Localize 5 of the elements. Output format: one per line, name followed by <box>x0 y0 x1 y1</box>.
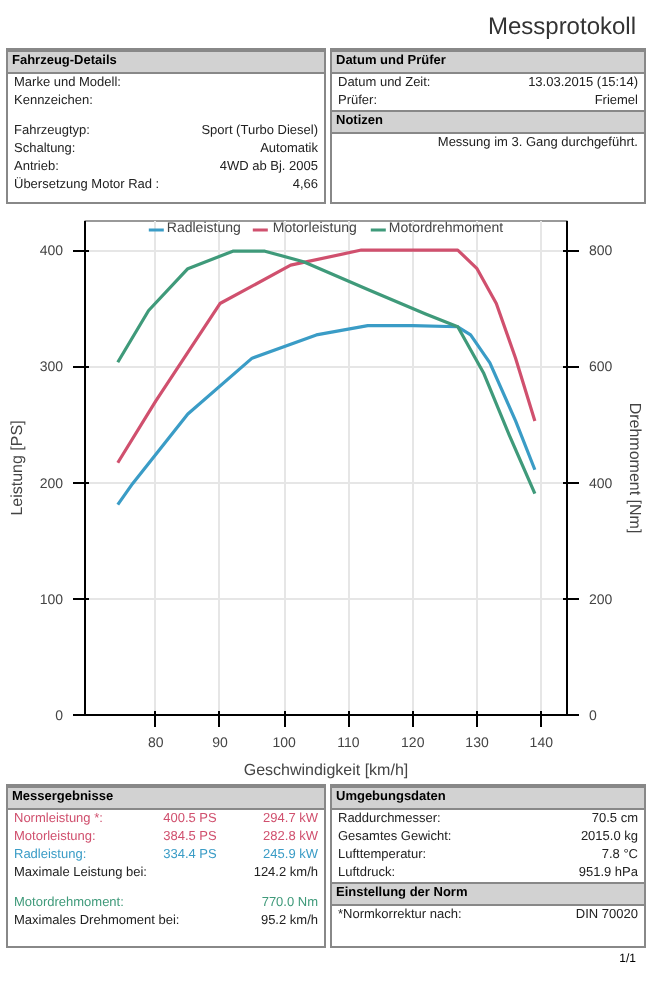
line-series <box>116 324 537 507</box>
y2-axis-title: Drehmoment [Nm] <box>626 402 645 534</box>
chart-title: Messprotokoll <box>485 10 636 44</box>
x-axis-title: Geschwindigkeit [km/h] <box>243 761 409 779</box>
y-axis-title: Leistung [PS] <box>7 420 26 516</box>
